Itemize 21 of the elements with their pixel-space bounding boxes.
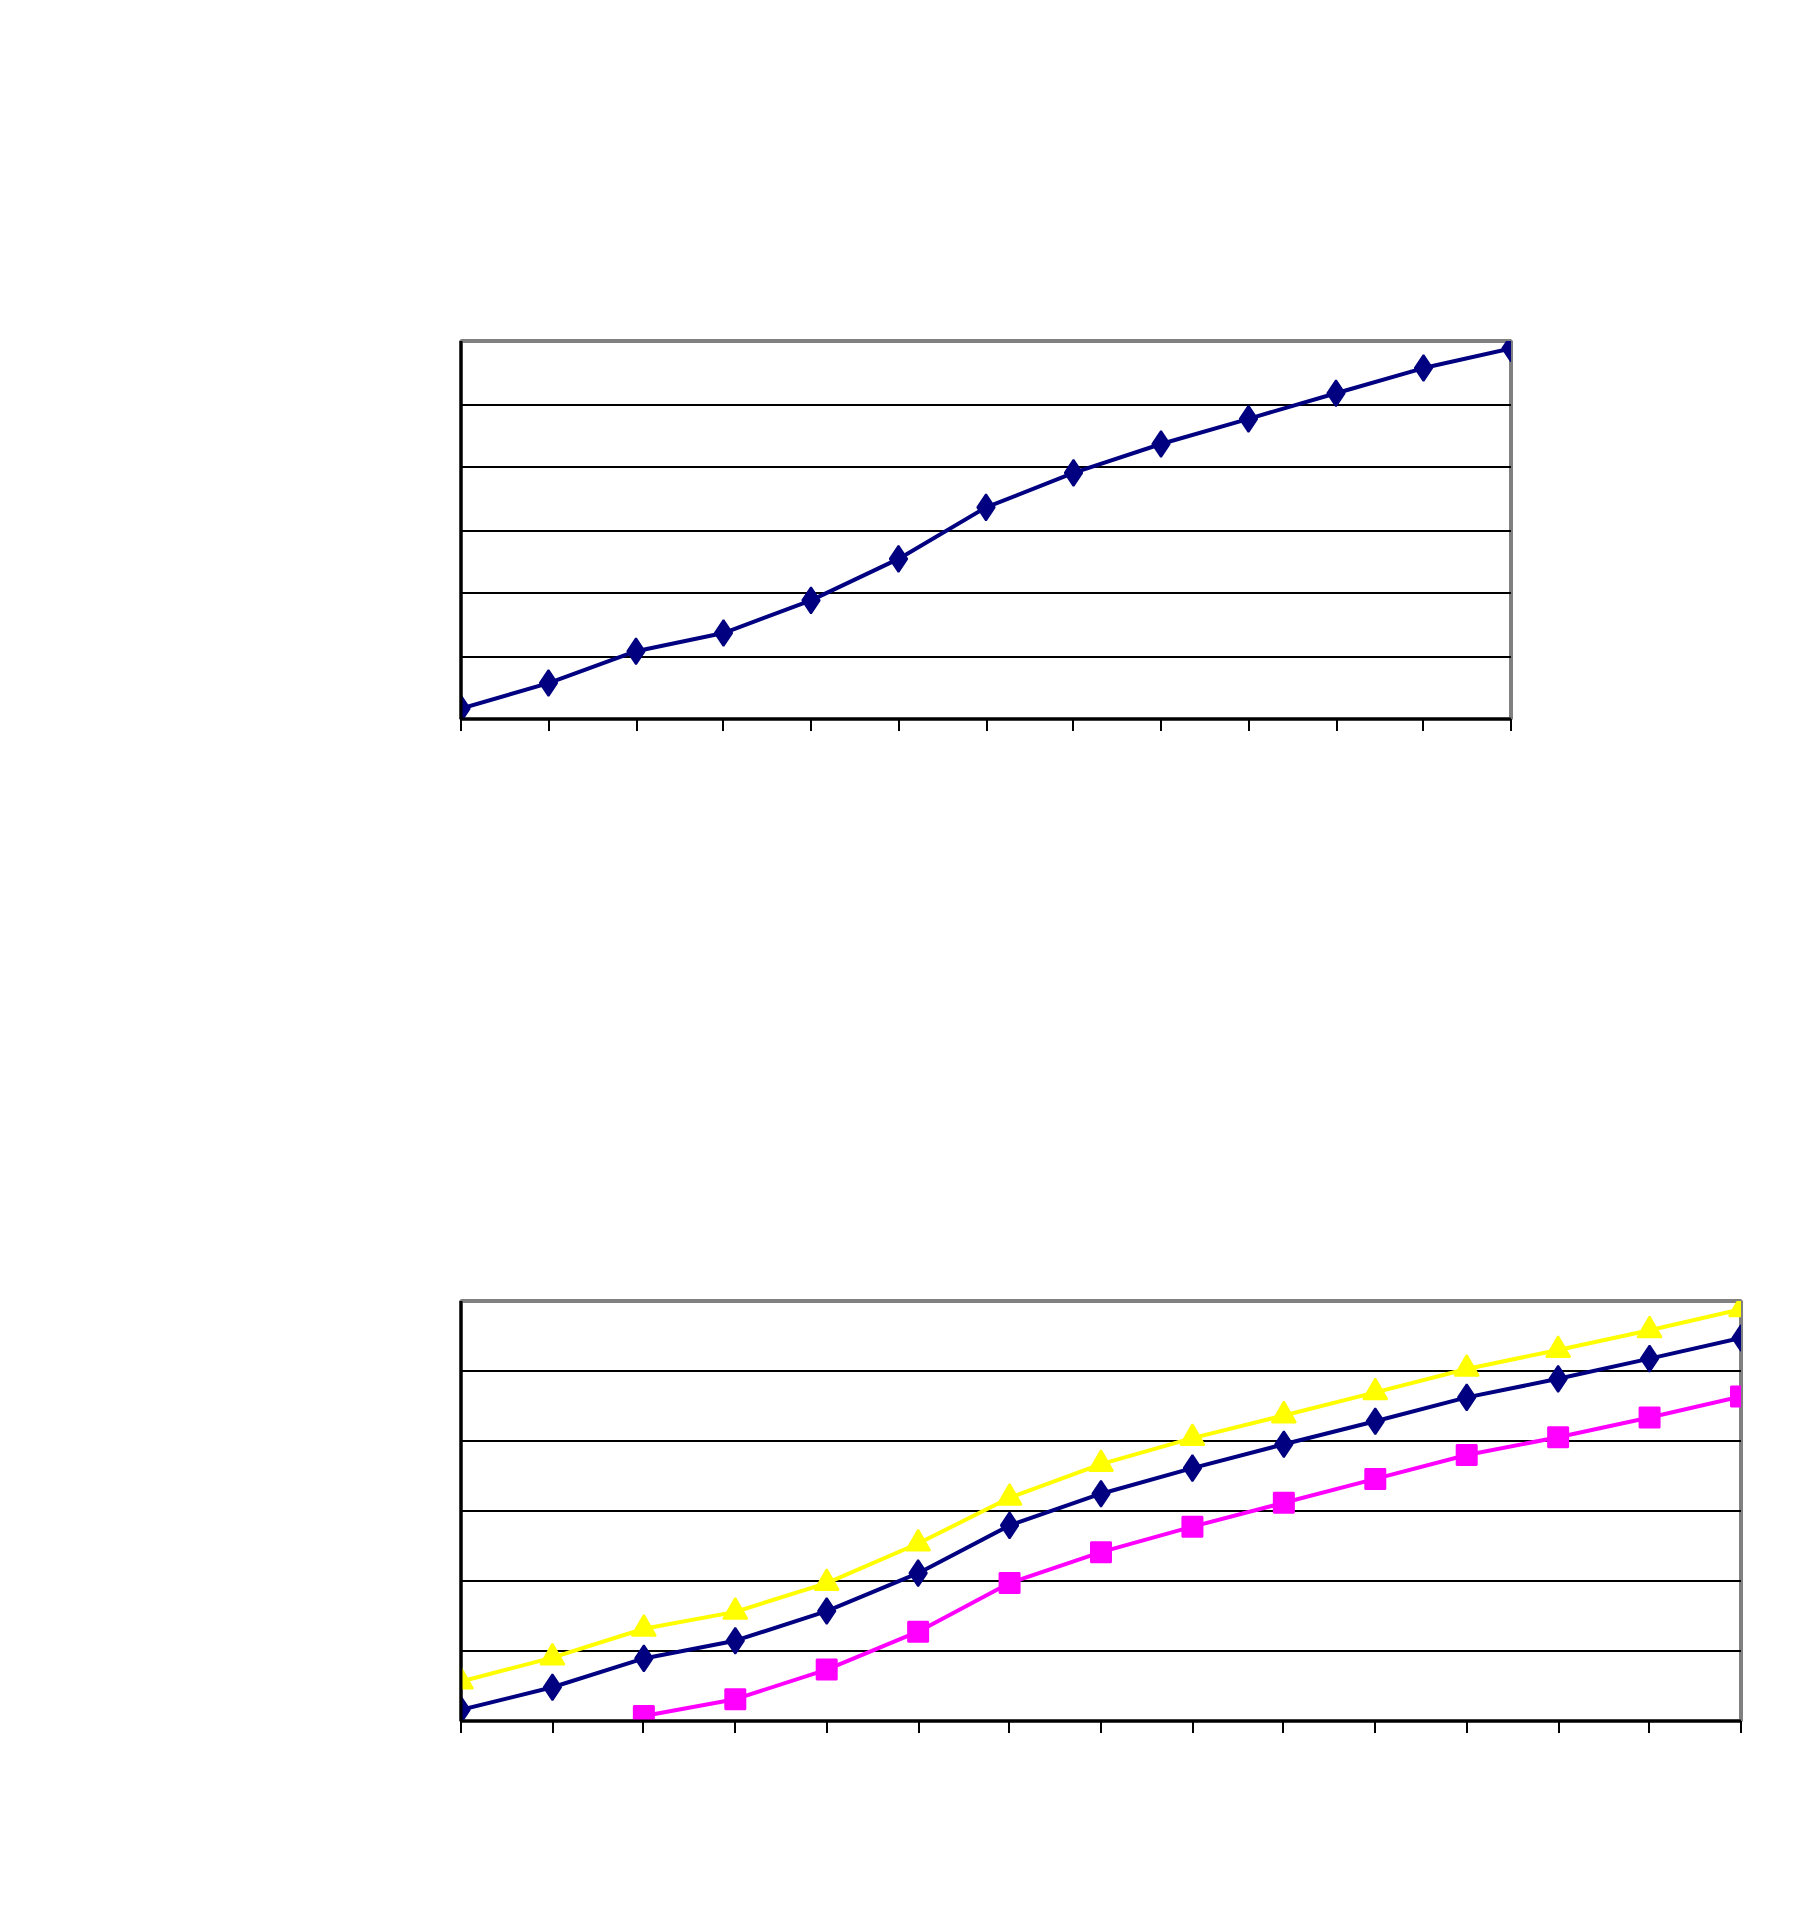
- point: [724, 1688, 747, 1711]
- point: [1638, 1406, 1661, 1429]
- point: [1238, 404, 1259, 433]
- point: [1455, 1444, 1478, 1466]
- point: [1090, 1541, 1112, 1564]
- point: [542, 1673, 563, 1702]
- point: [1547, 1426, 1570, 1449]
- point: [713, 619, 734, 648]
- point: [1063, 458, 1084, 487]
- point: [999, 1511, 1020, 1540]
- point: [1272, 1491, 1295, 1514]
- point: [815, 1658, 838, 1681]
- point: [1181, 1515, 1204, 1538]
- point: [1364, 1467, 1387, 1490]
- point: [1639, 1344, 1660, 1373]
- point: [998, 1572, 1021, 1595]
- point: [538, 669, 559, 698]
- point: [907, 1620, 930, 1643]
- point: [888, 544, 909, 573]
- point: [1413, 354, 1434, 383]
- point: [1182, 1454, 1203, 1483]
